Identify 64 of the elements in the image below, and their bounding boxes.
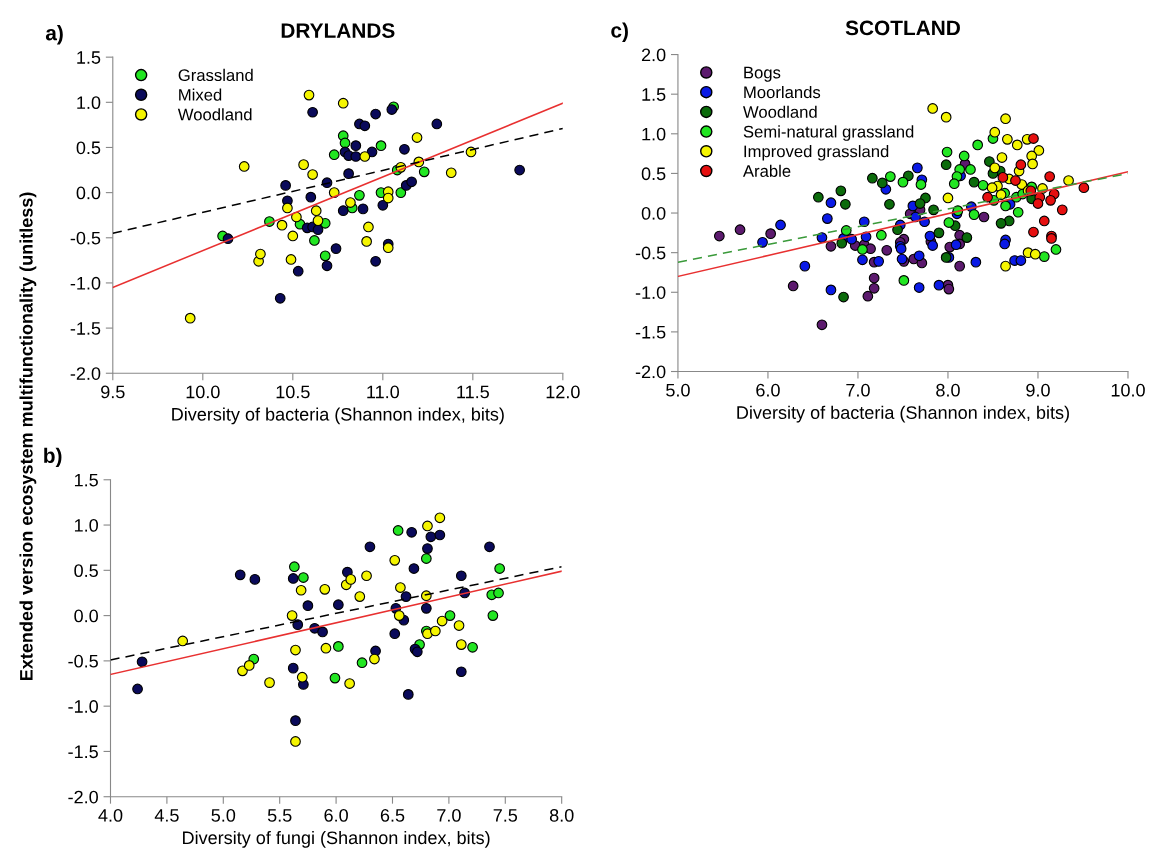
y-tick-label: -2.0 bbox=[68, 790, 98, 804]
y-tick-label: -2.0 bbox=[70, 367, 101, 380]
legend-label: Woodland bbox=[177, 108, 252, 121]
legend-label: Semi-natural grassland bbox=[743, 125, 914, 141]
x-tick-label: 10.5 bbox=[276, 385, 310, 399]
y-tick-label: -1.5 bbox=[70, 322, 101, 335]
y-tick-label: -1.0 bbox=[635, 286, 666, 299]
y-tick-label: 0.0 bbox=[76, 186, 101, 200]
y-tick-label: 0.0 bbox=[74, 609, 98, 623]
y-tick-label: 0.5 bbox=[74, 564, 98, 578]
y-tick-label: 2.0 bbox=[641, 48, 666, 62]
x-tick-label: 6.0 bbox=[756, 383, 780, 397]
y-tick-label: -1.5 bbox=[68, 745, 98, 759]
x-tick-label: 7.0 bbox=[437, 809, 461, 822]
y-tick-label: -0.5 bbox=[70, 231, 101, 245]
y-tick-label: 1.0 bbox=[74, 518, 98, 532]
x-tick-label: 7.5 bbox=[493, 809, 518, 822]
x-tick-label: 6.0 bbox=[324, 809, 348, 822]
y-tick-label: -1.0 bbox=[68, 700, 98, 713]
x-tick-label: 8.0 bbox=[549, 809, 574, 822]
x-tick-label: 10.0 bbox=[1111, 383, 1145, 397]
legend-label: Improved grassland bbox=[744, 145, 889, 161]
x-tick-label: 8.0 bbox=[936, 383, 960, 397]
y-tick-label: 1.5 bbox=[642, 88, 666, 101]
x-tick-label: 5.0 bbox=[211, 809, 236, 822]
y-tick-label: 0.5 bbox=[641, 167, 666, 181]
legend-label: Moorlands bbox=[744, 85, 821, 99]
legend-label: Woodland bbox=[743, 105, 817, 118]
x-tick-label: 4.0 bbox=[98, 809, 123, 822]
x-tick-label: 7.0 bbox=[846, 383, 870, 397]
x-tick-label: 5.0 bbox=[666, 383, 690, 397]
legend-label: Arable bbox=[742, 164, 791, 177]
x-tick-label: 12.0 bbox=[546, 385, 580, 399]
x-tick-label: 9.0 bbox=[1026, 383, 1050, 397]
y-tick-label: -1.5 bbox=[635, 326, 666, 339]
y-tick-label: -0.5 bbox=[68, 654, 98, 668]
y-tick-label: -2.0 bbox=[635, 365, 666, 379]
y-tick-label: 1.0 bbox=[642, 127, 666, 141]
y-tick-label: -0.5 bbox=[635, 246, 666, 260]
text: b) bbox=[44, 447, 62, 468]
x-tick-label: 11.5 bbox=[457, 385, 489, 399]
x-tick-label: 9.5 bbox=[101, 385, 125, 399]
x-axis-title: Diversity of bacteria (Shannon index, bits) bbox=[737, 405, 1069, 423]
x-tick-label: 4.5 bbox=[154, 809, 179, 822]
y-tick-label: 1.5 bbox=[77, 51, 101, 64]
y-tick-label: 0.5 bbox=[76, 141, 101, 155]
text: a) bbox=[45, 25, 63, 45]
x-axis-title: Diversity of fungi (Shannon index, bits) bbox=[183, 830, 490, 848]
legend-label: Bogs bbox=[744, 66, 781, 82]
text: c) bbox=[611, 22, 628, 42]
y-tick-label: 1.0 bbox=[77, 96, 101, 110]
chart-title: DRYLANDS bbox=[281, 23, 395, 38]
legend-label: Mixed bbox=[179, 88, 222, 101]
y-tick-label: 1.5 bbox=[74, 473, 98, 487]
x-tick-label: 6.5 bbox=[380, 809, 405, 822]
x-tick-label: 11.0 bbox=[367, 385, 400, 399]
y-tick-label: -1.0 bbox=[70, 276, 101, 290]
x-tick-label: 5.5 bbox=[267, 809, 292, 822]
legend-label: Grassland bbox=[178, 68, 253, 82]
y-axis-title: Extended version ecosystem multifunctionality (unitless) bbox=[19, 192, 37, 681]
x-axis-title: Diversity of bacteria (Shannon index, bits) bbox=[172, 407, 504, 425]
y-tick-label: 0.0 bbox=[641, 206, 666, 220]
chart-title: SCOTLAND bbox=[845, 20, 960, 36]
x-tick-label: 10.0 bbox=[186, 385, 220, 399]
